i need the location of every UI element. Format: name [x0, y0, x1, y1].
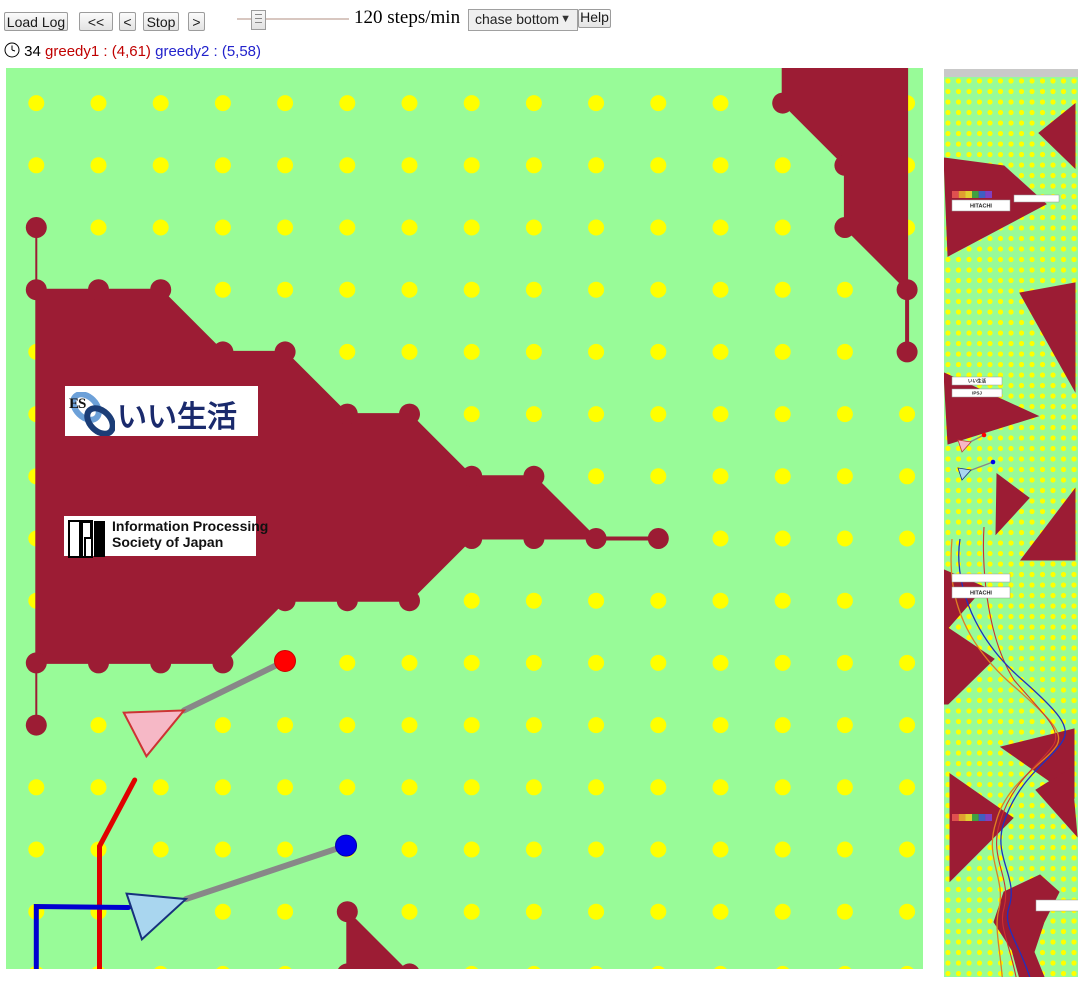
- svg-text:いい生活: いい生活: [968, 378, 986, 385]
- svg-text:IPSJ: IPSJ: [972, 391, 982, 396]
- svg-text:HITACHI: HITACHI: [970, 203, 992, 209]
- svg-text:HITACHI: HITACHI: [970, 590, 992, 596]
